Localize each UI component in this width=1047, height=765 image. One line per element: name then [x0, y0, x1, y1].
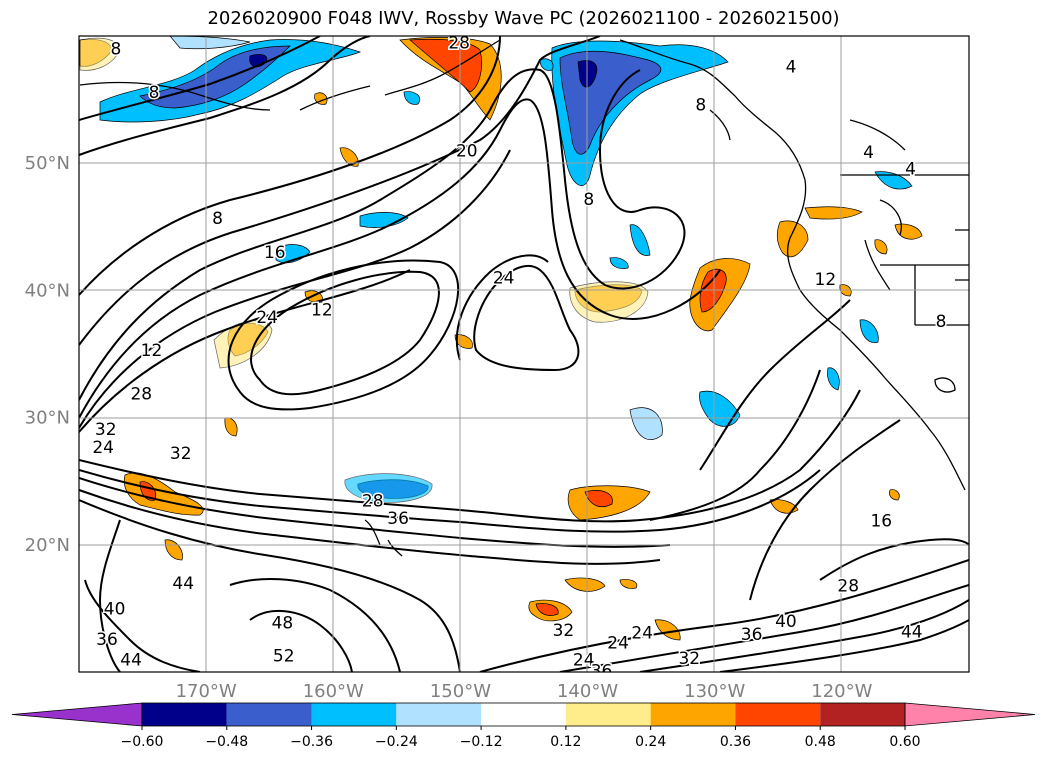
contour-label: 8 [149, 83, 160, 103]
lon-tick-label: 170°W [176, 681, 237, 702]
contour-label: 44 [901, 622, 923, 642]
contour-label: 24 [607, 634, 629, 654]
contour-label: 32 [170, 444, 192, 464]
colorbar [11, 702, 1036, 727]
colorbar-tick-label: 0.12 [550, 734, 581, 750]
lat-tick-label: 50°N [25, 153, 70, 174]
contour-label: 8 [110, 40, 121, 60]
contour-label: 24 [92, 438, 114, 458]
colorbar-tick-label: −0.36 [290, 734, 333, 750]
lat-tick-labels: 20°N 30°N 40°N 50°N [25, 153, 70, 556]
contour-label: 12 [141, 341, 163, 361]
colorbar-tick-label: −0.48 [205, 734, 248, 750]
contour-label: 24 [493, 269, 515, 289]
colorbar-tick-label: −0.24 [375, 734, 418, 750]
gridlines [79, 36, 969, 672]
colorbar-tick-label: 0.48 [805, 734, 836, 750]
contour-label: 32 [678, 649, 700, 669]
contour-label: 8 [936, 312, 947, 332]
contour-label: 8 [583, 190, 594, 210]
lon-tick-label: 150°W [430, 681, 491, 702]
contour-label: 36 [96, 630, 118, 650]
contour-label: 28 [362, 491, 384, 511]
contour-label: 12 [311, 300, 333, 320]
colorbar-outline [141, 702, 906, 727]
lat-tick-label: 30°N [25, 408, 70, 429]
contour-label: 48 [272, 613, 294, 633]
colorbar-tick-label: −0.60 [121, 734, 164, 750]
plot-area [79, 36, 969, 672]
lon-tick-label: 140°W [557, 681, 618, 702]
contour-label: 8 [695, 96, 706, 116]
contour-label: 28 [448, 33, 470, 53]
colorbar-segment [142, 703, 227, 726]
colorbar-extension-low [11, 702, 143, 727]
contour-label: 20 [456, 141, 478, 161]
colorbar-segment [650, 703, 736, 726]
contour-label: 40 [104, 599, 126, 619]
contour-label: 36 [741, 625, 763, 645]
lon-tick-labels: 170°W 160°W 150°W 140°W 130°W 120°W [176, 681, 873, 702]
colorbar-tick-label: 0.60 [889, 734, 920, 750]
contour-label: 28 [837, 577, 859, 597]
lat-tick-label: 40°N [25, 280, 70, 301]
contour-label: 4 [786, 58, 797, 78]
colorbar-segment [396, 703, 482, 726]
contour-label: 44 [172, 574, 194, 594]
contour-label: 44 [120, 650, 142, 670]
contour-label: 12 [815, 270, 837, 290]
colorbar-segment [226, 703, 312, 726]
lat-tick-label: 20°N [25, 535, 70, 556]
colorbar-tick-label: −0.12 [460, 734, 503, 750]
contour-label: 32 [553, 621, 575, 641]
contour-label: 24 [256, 308, 278, 328]
contour-label: 52 [273, 646, 295, 666]
colorbar-extension-high [904, 702, 1036, 727]
contour-label: 16 [264, 243, 286, 263]
contour-label: 40 [775, 612, 797, 632]
colorbar-segment [565, 703, 651, 726]
map-title: 2026020900 F048 IWV, Rossby Wave PC (202… [207, 8, 840, 29]
colorbar-tick-label: 0.24 [635, 734, 666, 750]
plot-frame [78, 35, 970, 673]
lon-tick-label: 160°W [303, 681, 364, 702]
contour-label: 8 [212, 209, 223, 229]
contour-label: 4 [905, 159, 916, 179]
colorbar-labels: −0.60 −0.48 −0.36 −0.24 −0.12 0.12 0.24 0.36 0.4… [121, 726, 921, 750]
contour-label: 28 [130, 384, 152, 404]
contour-label: 36 [387, 509, 409, 529]
contour-label: 24 [573, 650, 595, 670]
contour-label: 24 [631, 624, 653, 644]
colorbar-segment [735, 703, 821, 726]
colorbar-segment [820, 703, 905, 726]
contour-label: 32 [95, 420, 117, 440]
contour-label: 4 [863, 143, 874, 163]
lon-tick-label: 130°W [684, 681, 745, 702]
lon-tick-label: 120°W [811, 681, 872, 702]
contour-label: 16 [870, 512, 892, 532]
colorbar-segment [481, 703, 566, 726]
colorbar-tick-label: 0.36 [720, 734, 751, 750]
contour-label: 36 [591, 662, 613, 682]
colorbar-segment [311, 703, 397, 726]
